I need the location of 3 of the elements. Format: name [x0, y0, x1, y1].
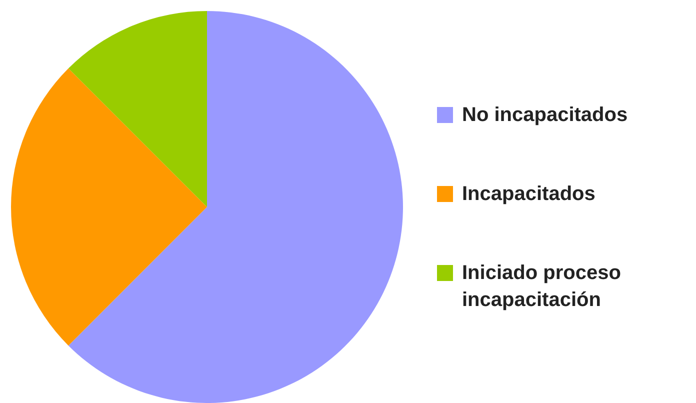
legend-label: Incapacitados	[462, 182, 596, 207]
legend-label: No incapacitados	[462, 103, 629, 128]
legend-label: Iniciado proceso incapacitación	[462, 261, 622, 313]
